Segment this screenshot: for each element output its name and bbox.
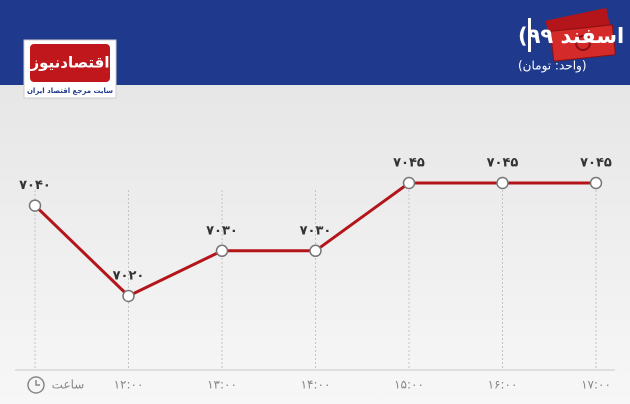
x-tick-label: ۱۵:۰۰ — [394, 378, 424, 392]
value-label: ۷۰۳۰ — [206, 223, 238, 238]
value-label: ۷۰۴۵ — [580, 156, 612, 171]
point — [122, 289, 135, 303]
title-bar — [528, 18, 531, 52]
clock-icon — [27, 376, 45, 394]
x-tick-label: ۱۲:۰۰ — [114, 378, 144, 392]
point — [215, 244, 229, 258]
logo-text: اقتصادنیوز — [30, 54, 110, 72]
point — [28, 199, 42, 212]
x-tick-label: ۱۶:۰۰ — [488, 378, 518, 392]
value-label: ۷۰۴۰ — [19, 178, 51, 193]
chart-title: روند بهای درهم (دوشنبه ۱۱ اسفند ۹۹) — [518, 24, 630, 48]
logo — [30, 44, 110, 82]
money-icon — [545, 7, 616, 62]
point — [309, 244, 322, 258]
point — [402, 176, 416, 190]
value-label: ۷۰۴۵ — [487, 156, 519, 171]
x-tick-label: ۱۴:۰۰ — [301, 378, 331, 392]
clock-hands — [35, 380, 40, 386]
x-axis-label: ساعت — [52, 378, 85, 392]
value-label: ۷۰۴۵ — [393, 156, 425, 171]
point — [496, 176, 509, 190]
x-tick-label: ۱۷:۰۰ — [581, 378, 611, 392]
value-label: ۷۰۳۰ — [300, 223, 332, 238]
value-label: ۷۰۲۰ — [113, 269, 145, 284]
x-tick-label: ۱۳:۰۰ — [207, 378, 237, 392]
point — [589, 176, 603, 190]
chart-subtitle: (واحد: تومان) — [518, 59, 587, 74]
tagline: سایت مرجع اقتصاد ایران — [27, 87, 113, 95]
